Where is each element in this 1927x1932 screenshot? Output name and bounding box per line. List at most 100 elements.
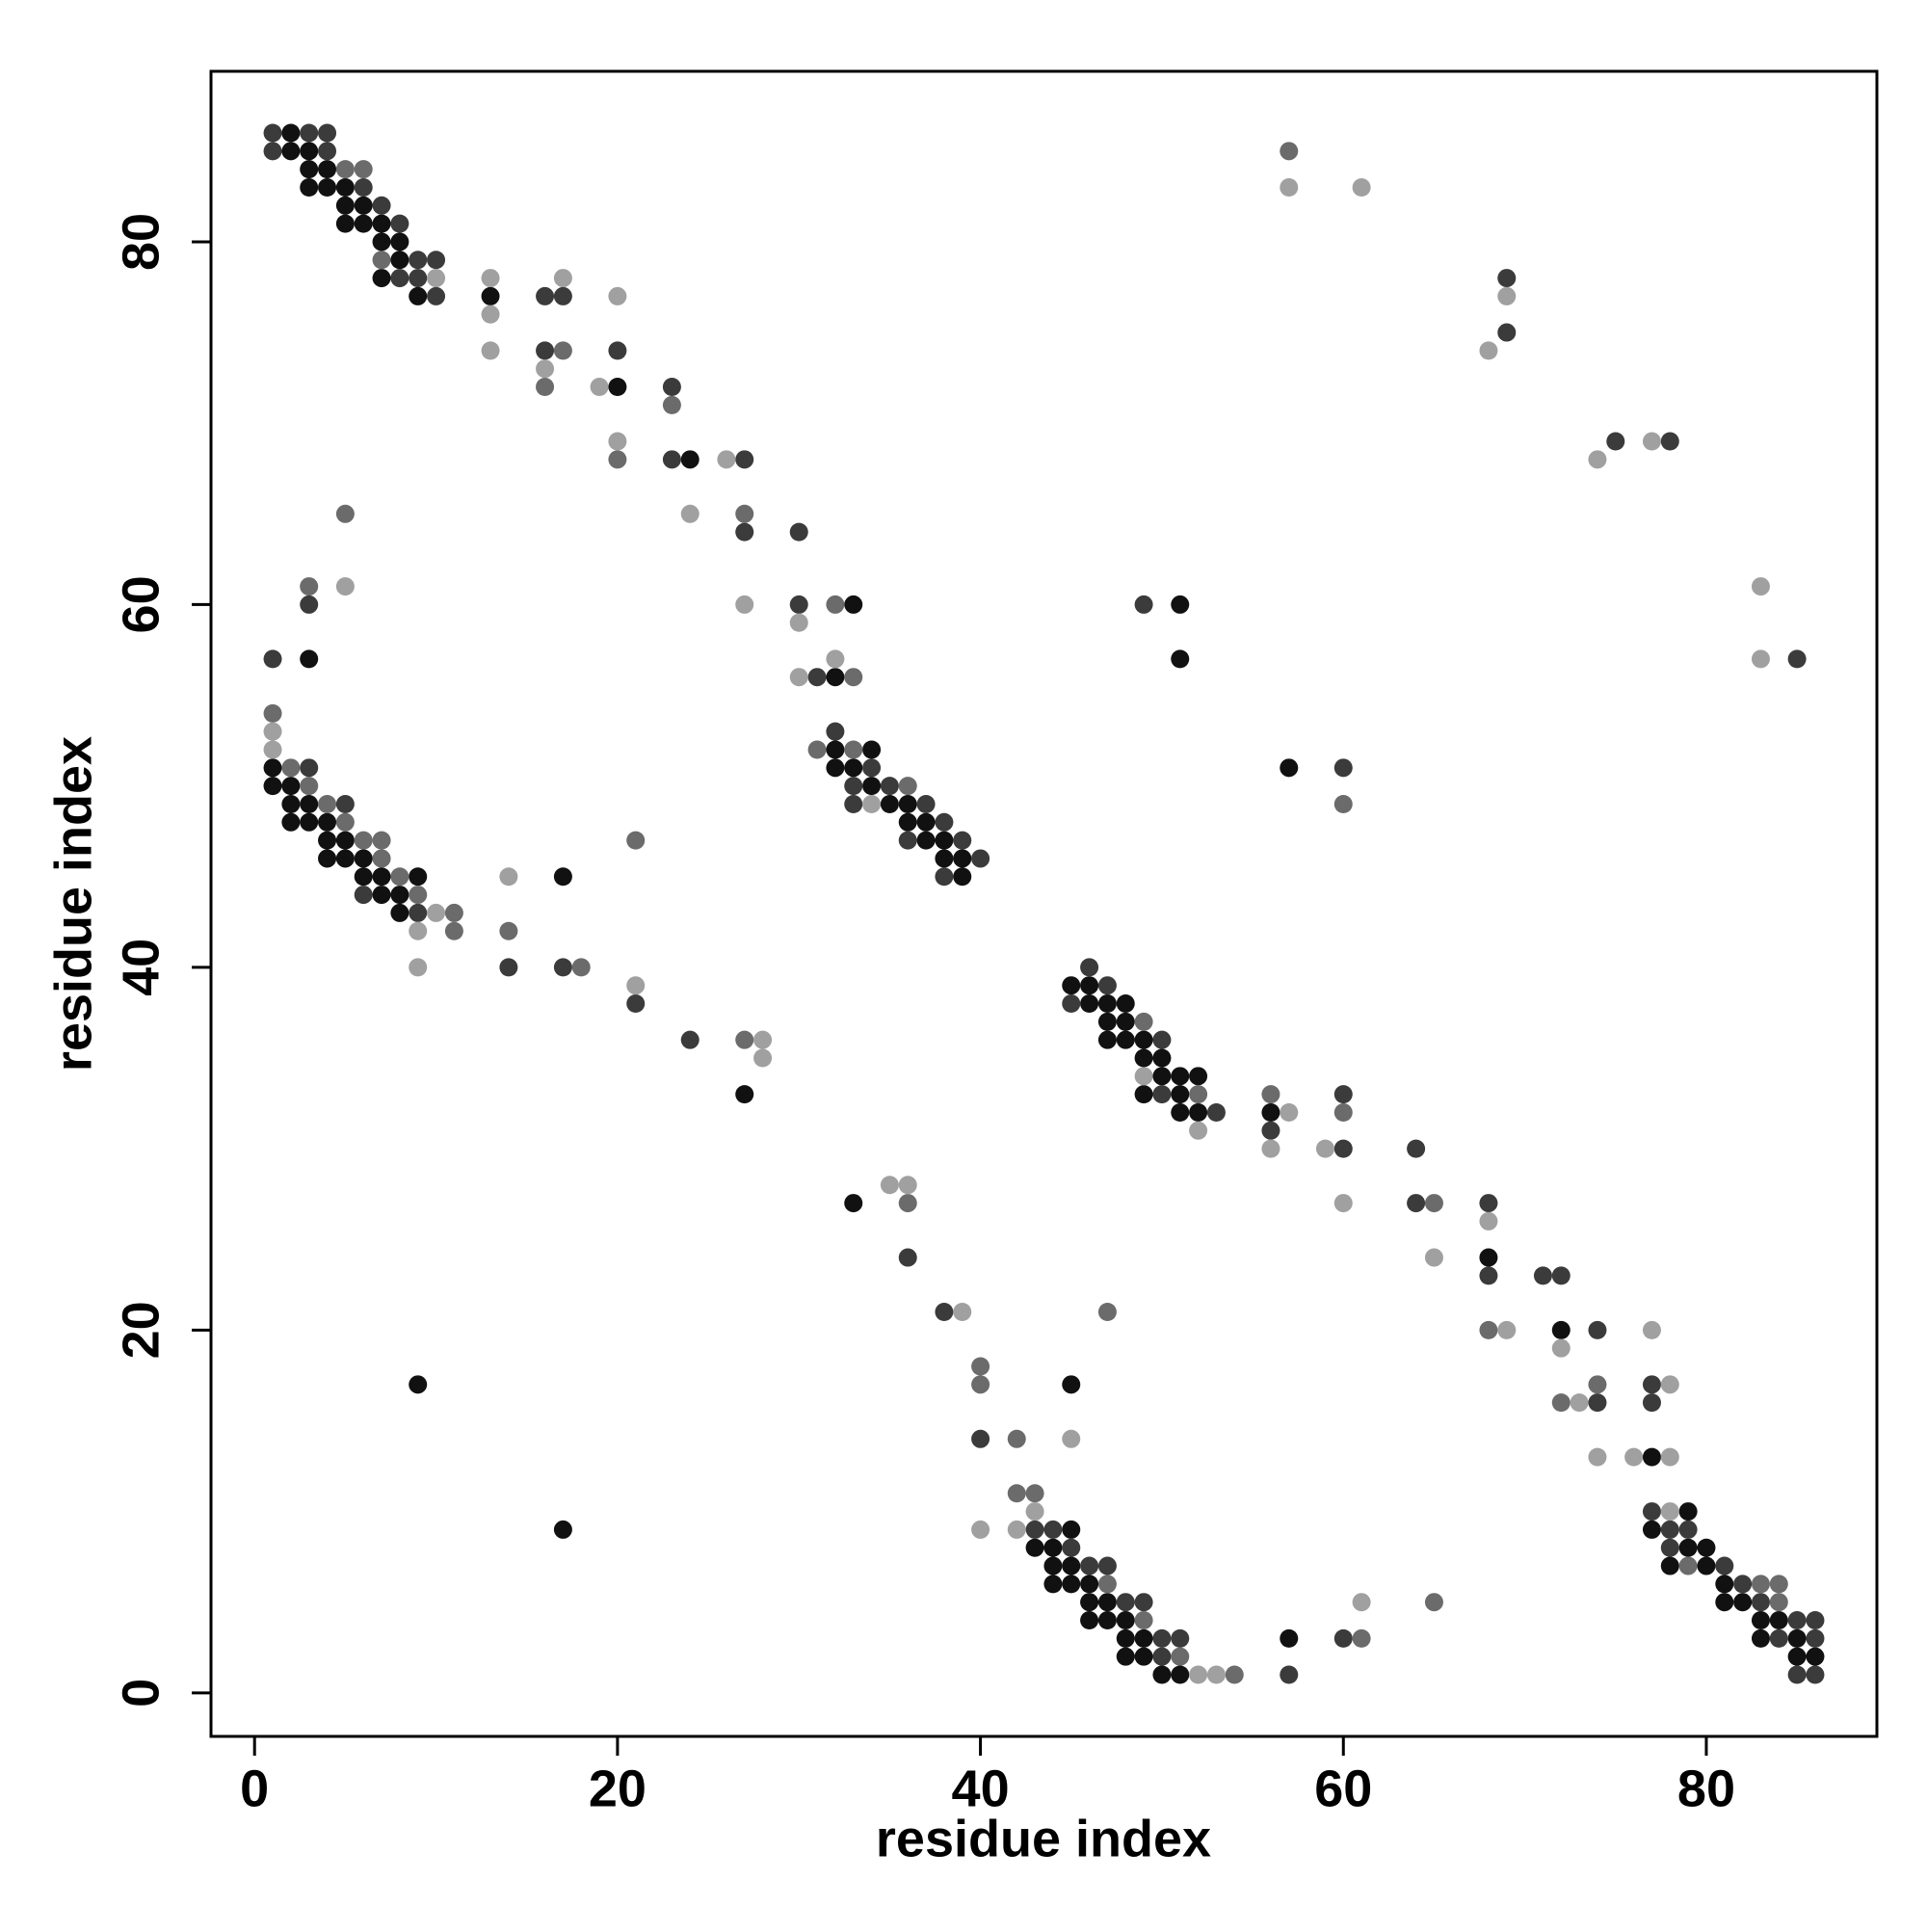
point [626,994,646,1014]
point [1333,794,1353,813]
point [680,450,700,469]
point [898,812,917,832]
point [1479,1320,1498,1339]
point [1733,1593,1753,1612]
point [844,777,863,796]
point [1606,432,1625,451]
point [1333,1102,1353,1122]
point [1189,1102,1208,1122]
point [318,831,337,850]
point [735,1030,754,1049]
point [971,1375,990,1394]
point [372,251,391,270]
point [390,867,409,887]
point [263,722,282,741]
point [1533,1266,1552,1285]
point [1751,649,1770,669]
y-tick-label: 60 [112,575,170,633]
point [953,1303,972,1322]
point [898,1194,917,1213]
point [1134,1647,1153,1666]
point [318,849,337,868]
point [1660,432,1679,451]
point [680,504,700,523]
point [862,777,882,796]
point [1424,1194,1443,1213]
point [372,849,391,868]
y-tick-label: 40 [112,939,170,996]
point [372,214,391,233]
point [971,849,990,868]
point [844,740,863,759]
point [1097,1303,1117,1322]
point [300,177,319,197]
point [1806,1611,1825,1630]
point [1280,142,1299,161]
point [753,1030,773,1049]
x-tick-label: 0 [240,1760,269,1817]
point [335,160,355,179]
point [1097,976,1117,995]
point [409,251,428,270]
point [1497,1320,1517,1339]
point [1171,1647,1190,1666]
point [1424,1248,1443,1267]
point [1043,1520,1063,1539]
point [354,177,373,197]
point [826,740,845,759]
point [717,450,736,469]
point [1787,1647,1807,1666]
point [281,777,301,796]
point [1171,1102,1190,1122]
point [1261,1139,1280,1158]
point [1206,1665,1226,1684]
point [409,286,428,305]
plot-frame [209,69,1879,1738]
point [281,758,301,778]
point [1080,976,1099,995]
point [953,831,972,850]
point [1769,1593,1788,1612]
point [1280,758,1299,778]
point [335,794,355,813]
point [1080,1575,1099,1594]
point [826,758,845,778]
point [427,903,446,922]
point [335,196,355,215]
point [409,903,428,922]
point [608,286,627,305]
point [789,595,808,614]
point [1062,1575,1081,1594]
point [1315,1139,1334,1158]
point [1479,1211,1498,1231]
point [409,886,428,905]
point [1642,1320,1661,1339]
point [1715,1556,1734,1575]
point [1678,1556,1698,1575]
point [1261,1085,1280,1104]
point [281,123,301,143]
point [1134,1628,1153,1648]
point [553,867,572,887]
point [1570,1393,1589,1413]
point [1642,1393,1661,1413]
point [1352,1628,1371,1648]
point [427,286,446,305]
point [390,903,409,922]
point [844,794,863,813]
point [1062,1520,1081,1539]
point [1642,1447,1661,1467]
point [1062,1556,1081,1575]
point [1479,1194,1498,1213]
point [1080,1593,1099,1612]
point [844,1194,863,1213]
point [1080,1611,1099,1630]
point [318,794,337,813]
point [1116,1611,1135,1630]
point [318,177,337,197]
point [971,1520,990,1539]
point [1751,577,1770,596]
point [1134,1048,1153,1068]
point [898,794,917,813]
